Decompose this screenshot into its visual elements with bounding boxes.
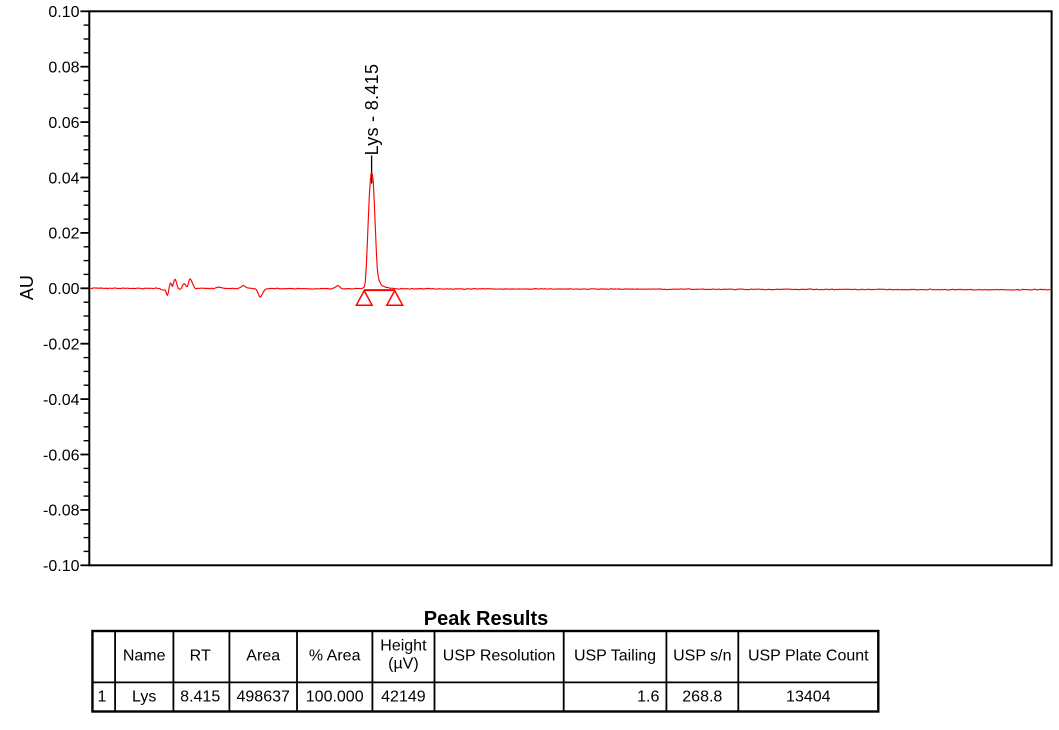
svg-text:USP s/n: USP s/n xyxy=(673,647,731,664)
svg-text:0.10: 0.10 xyxy=(48,4,79,21)
svg-text:Area: Area xyxy=(246,647,280,664)
svg-text:8.415: 8.415 xyxy=(180,689,220,706)
svg-text:1: 1 xyxy=(97,689,106,706)
svg-text:Peak Results: Peak Results xyxy=(424,608,549,630)
svg-text:0.02: 0.02 xyxy=(48,226,79,243)
svg-text:0.04: 0.04 xyxy=(48,170,79,187)
svg-text:0.06: 0.06 xyxy=(48,115,79,132)
svg-text:Lys: Lys xyxy=(132,689,156,706)
svg-text:-0.02: -0.02 xyxy=(43,337,80,354)
svg-text:AU: AU xyxy=(17,275,37,300)
svg-text:13404: 13404 xyxy=(786,689,831,706)
svg-text:Name: Name xyxy=(123,647,166,664)
svg-text:% Area: % Area xyxy=(309,647,361,664)
svg-text:(µV): (µV) xyxy=(388,656,419,673)
svg-text:-0.08: -0.08 xyxy=(43,503,80,520)
svg-text:0.08: 0.08 xyxy=(48,60,79,77)
svg-text:100.000: 100.000 xyxy=(306,689,364,706)
svg-text:Height: Height xyxy=(380,638,427,655)
svg-text:0.00: 0.00 xyxy=(48,281,79,298)
svg-text:USP Plate Count: USP Plate Count xyxy=(748,647,869,664)
svg-text:42149: 42149 xyxy=(381,689,426,706)
svg-text:268.8: 268.8 xyxy=(682,689,722,706)
svg-text:-0.04: -0.04 xyxy=(43,392,80,409)
svg-text:USP Resolution: USP Resolution xyxy=(443,647,556,664)
svg-text:498637: 498637 xyxy=(237,689,290,706)
svg-text:-0.10: -0.10 xyxy=(43,558,80,575)
svg-text:1.6: 1.6 xyxy=(637,689,659,706)
svg-text:Lys - 8.415: Lys - 8.415 xyxy=(362,64,382,156)
svg-text:RT: RT xyxy=(190,647,211,664)
svg-text:USP Tailing: USP Tailing xyxy=(574,647,656,664)
svg-text:-0.06: -0.06 xyxy=(43,447,80,464)
